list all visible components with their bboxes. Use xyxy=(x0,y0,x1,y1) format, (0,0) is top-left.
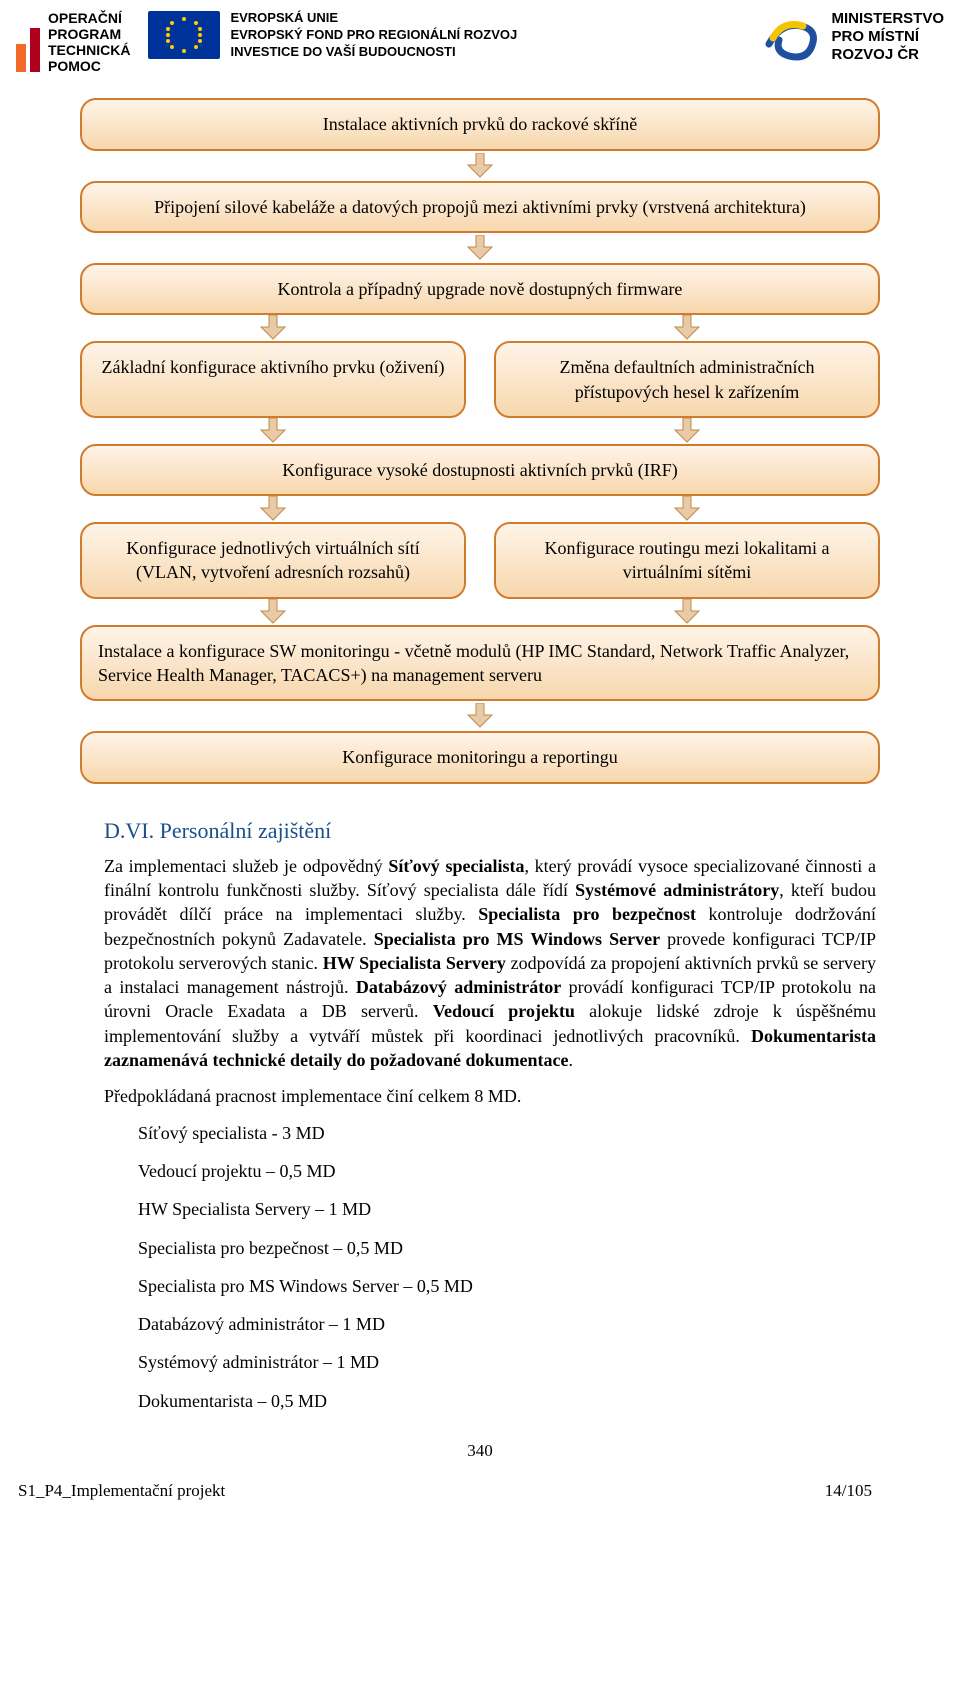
arrow-down-icon xyxy=(80,496,466,522)
eu-line: INVESTICE DO VAŠÍ BUDOUCNOSTI xyxy=(230,44,517,61)
list-item: Specialista pro MS Windows Server – 0,5 … xyxy=(138,1274,876,1298)
body-content: D.VI. Personální zajištění Za implementa… xyxy=(0,794,960,1413)
optp-line: POMOC xyxy=(48,58,130,74)
mmr-swirl-icon xyxy=(761,12,821,62)
arrow-down-icon xyxy=(494,599,880,625)
text-bold: Vedoucí projektu xyxy=(433,1001,575,1021)
flow-step: Základní konfigurace aktivního prvku (ož… xyxy=(80,341,466,418)
optp-text: OPERAČNÍ PROGRAM TECHNICKÁ POMOC xyxy=(48,10,130,74)
text-bold: Specialista pro MS Windows Server xyxy=(374,929,660,949)
text: . xyxy=(568,1050,573,1070)
arrow-down-icon xyxy=(494,496,880,522)
optp-bars-icon xyxy=(16,12,40,72)
mmr-text: MINISTERSTVO PRO MÍSTNÍ ROZVOJ ČR xyxy=(831,10,944,64)
paragraph: Předpokládaná pracnost implementace činí… xyxy=(104,1084,876,1108)
flow-step: Konfigurace monitoringu a reportingu xyxy=(80,731,880,783)
list-item: HW Specialista Servery – 1 MD xyxy=(138,1197,876,1221)
text-bold: Systémové administrátory xyxy=(575,880,779,900)
section-title: D.VI. Personální zajištění xyxy=(104,818,876,844)
list-item: Specialista pro bezpečnost – 0,5 MD xyxy=(138,1236,876,1260)
flowchart: Instalace aktivních prvků do rackové skř… xyxy=(0,88,960,793)
text: Za implementaci služeb je odpovědný xyxy=(104,856,388,876)
text-bold: HW Specialista Servery xyxy=(323,953,506,973)
text-bold: Specialista pro bezpečnost xyxy=(478,904,696,924)
paragraph: Za implementaci služeb je odpovědný Síťo… xyxy=(104,854,876,1073)
arrow-down-icon xyxy=(80,153,880,179)
logo-eu: EVROPSKÁ UNIE EVROPSKÝ FOND PRO REGIONÁL… xyxy=(148,10,517,61)
flow-step: Konfigurace vysoké dostupnosti aktivních… xyxy=(80,444,880,496)
text-bold: Databázový administrátor xyxy=(356,977,561,997)
flow-step: Připojení silové kabeláže a datových pro… xyxy=(80,181,880,233)
optp-line: OPERAČNÍ xyxy=(48,10,130,26)
arrow-down-icon xyxy=(494,418,880,444)
flow-step: Konfigurace routingu mezi lokalitami a v… xyxy=(494,522,880,599)
optp-line: PROGRAM xyxy=(48,26,130,42)
eu-line: EVROPSKÁ UNIE xyxy=(230,10,517,27)
footer: 340 S1_P4_Implementační projekt 14/105 xyxy=(0,1441,960,1491)
flow-step: Instalace aktivních prvků do rackové skř… xyxy=(80,98,880,150)
arrow-down-icon xyxy=(80,599,466,625)
arrow-down-icon xyxy=(80,235,880,261)
text-bold: Síťový specialista xyxy=(388,856,524,876)
mmr-line: ROZVOJ ČR xyxy=(831,46,944,64)
arrow-down-icon xyxy=(80,418,466,444)
arrow-down-icon xyxy=(80,703,880,729)
flow-step: Změna defaultních administračních přístu… xyxy=(494,341,880,418)
list-item: Síťový specialista - 3 MD xyxy=(138,1121,876,1145)
logo-optp: OPERAČNÍ PROGRAM TECHNICKÁ POMOC xyxy=(16,10,130,74)
list-item: Dokumentarista – 0,5 MD xyxy=(138,1389,876,1413)
md-list: Síťový specialista - 3 MD Vedoucí projek… xyxy=(104,1121,876,1413)
flow-step: Kontrola a případný upgrade nově dostupn… xyxy=(80,263,880,315)
eu-flag-icon xyxy=(148,11,220,59)
optp-line: TECHNICKÁ xyxy=(48,42,130,58)
logo-mmr: MINISTERSTVO PRO MÍSTNÍ ROZVOJ ČR xyxy=(761,10,944,64)
eu-line: EVROPSKÝ FOND PRO REGIONÁLNÍ ROZVOJ xyxy=(230,27,517,44)
header: OPERAČNÍ PROGRAM TECHNICKÁ POMOC xyxy=(0,0,960,88)
footer-right: 14/105 xyxy=(825,1481,872,1501)
list-item: Vedoucí projektu – 0,5 MD xyxy=(138,1159,876,1183)
arrow-down-icon xyxy=(494,315,880,341)
footer-left: S1_P4_Implementační projekt xyxy=(18,1481,225,1501)
eu-text: EVROPSKÁ UNIE EVROPSKÝ FOND PRO REGIONÁL… xyxy=(230,10,517,61)
mmr-line: MINISTERSTVO xyxy=(831,10,944,28)
mmr-line: PRO MÍSTNÍ xyxy=(831,28,944,46)
flow-step: Instalace a konfigurace SW monitoringu -… xyxy=(80,625,880,702)
list-item: Systémový administrátor – 1 MD xyxy=(138,1350,876,1374)
flow-step: Konfigurace jednotlivých virtuálních sít… xyxy=(80,522,466,599)
arrow-down-icon xyxy=(80,315,466,341)
list-item: Databázový administrátor – 1 MD xyxy=(138,1312,876,1336)
